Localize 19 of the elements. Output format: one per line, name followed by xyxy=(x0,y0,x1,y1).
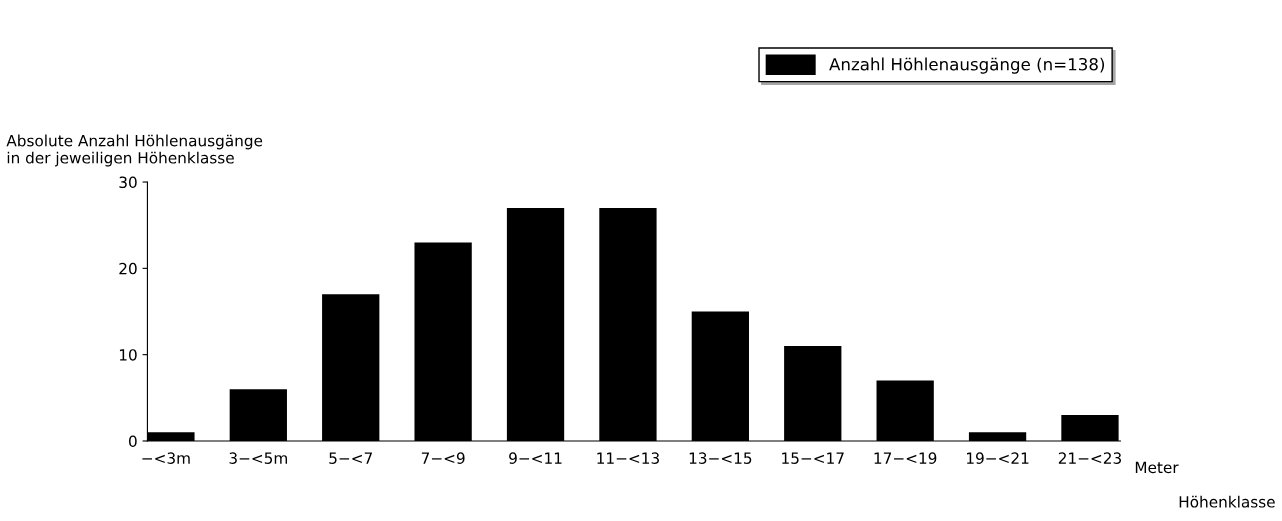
x-tick-label: 3−<5m xyxy=(229,452,287,464)
x-tick-label: 17−<19 xyxy=(874,452,937,464)
legend-label: Anzahl Höhlenausgänge (n=138) xyxy=(829,57,1105,74)
y-tick-label: 20 xyxy=(119,262,137,275)
x-tick-label: 5−<7 xyxy=(329,452,372,464)
y-tick-label: 0 xyxy=(128,435,137,447)
x-tick-label: 13−<15 xyxy=(689,452,752,464)
text: Meter xyxy=(1135,461,1179,474)
y-tick-label: 30 xyxy=(119,176,137,189)
x-tick-label: 7−<9 xyxy=(421,452,465,464)
x-tick-label: 11−<13 xyxy=(597,452,659,464)
x-tick-label: 9−<11 xyxy=(509,452,562,464)
y-axis-title: Absolute Anzahl Höhlenausgänge in der jeweiligen Höhenklasse xyxy=(6,134,263,167)
x-axis-title: Höhenklasse xyxy=(1179,495,1275,508)
x-tick-label: 21−<23 xyxy=(1058,452,1121,464)
x-tick-label: 15−<17 xyxy=(782,452,844,464)
x-tick-label: 19−<21 xyxy=(967,452,1029,464)
y-tick-label: 10 xyxy=(119,349,137,361)
x-tick-label: −<3m xyxy=(142,452,190,464)
